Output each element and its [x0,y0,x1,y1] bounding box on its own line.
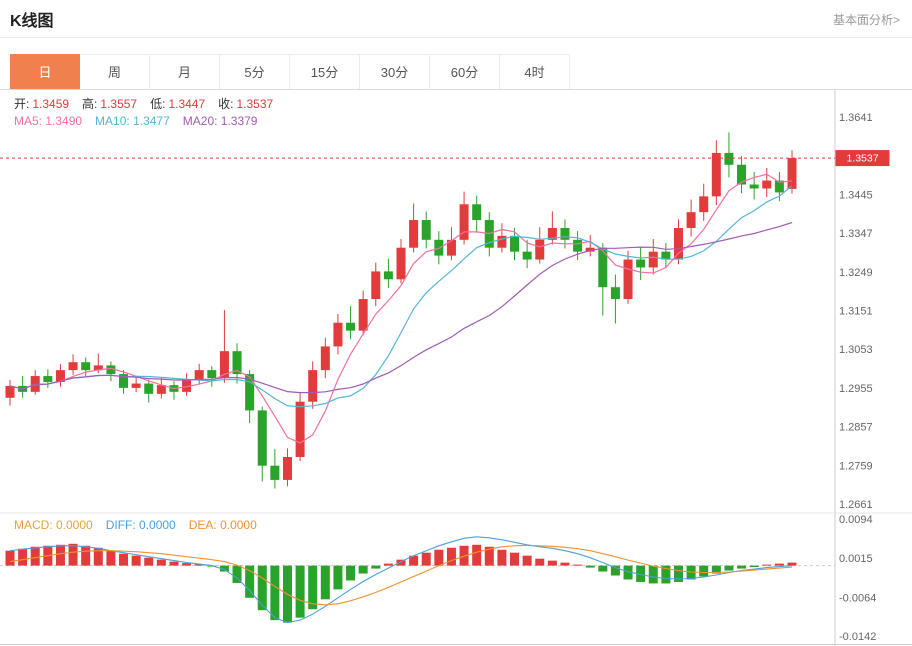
axis-labels: 1.3641 1.3445 1.3347 1.3249 1.3151 1.3053 1.29… [839,112,876,643]
tab-5min[interactable]: 5分 [220,54,290,89]
candles-layer [5,132,797,489]
diff-line [9,536,793,624]
ma10-line [9,185,793,408]
svg-text:1.2955: 1.2955 [839,383,873,395]
tab-week[interactable]: 周 [80,54,150,89]
dea-line [9,544,793,606]
svg-text:1.3151: 1.3151 [839,306,873,318]
page-title: K线图 [10,13,54,30]
svg-text:0.0094: 0.0094 [839,514,873,526]
svg-text:1.2661: 1.2661 [839,499,873,511]
tab-60min[interactable]: 60分 [430,54,500,89]
svg-text:1.3445: 1.3445 [839,189,873,201]
kline-chart[interactable]: 1.3537 1.3641 1.3445 1.3347 1.3249 1.3151 1.30… [0,90,912,646]
current-price-tag: 1.3537 [835,150,890,167]
fundamental-analysis-link[interactable]: 基本面分析> [832,12,900,27]
interval-tabs: 日 周 月 5分 15分 30分 60分 4时 [0,54,912,90]
tab-30min[interactable]: 30分 [360,54,430,89]
svg-text:0.0015: 0.0015 [839,553,873,565]
tab-4h[interactable]: 4时 [500,54,570,89]
header: K线图 基本面分析> [0,0,912,38]
tab-month[interactable]: 月 [150,54,220,89]
tab-day[interactable]: 日 [10,54,80,89]
svg-text:1.3347: 1.3347 [839,228,873,240]
chart-area: 开: 1.3459 高: 1.3557 低: 1.3447 收: 1.3537 MA5:… [0,90,912,646]
svg-text:-0.0064: -0.0064 [839,592,876,604]
svg-text:1.2759: 1.2759 [839,460,873,472]
ma20-line [9,221,793,394]
svg-text:-0.0142: -0.0142 [839,631,876,643]
ma5-line [9,173,793,444]
svg-text:1.2857: 1.2857 [839,422,873,434]
svg-text:1.3537: 1.3537 [846,153,878,165]
svg-text:1.3053: 1.3053 [839,344,873,356]
macd-histogram [5,543,797,623]
svg-text:1.3249: 1.3249 [839,267,873,279]
tab-15min[interactable]: 15分 [290,54,360,89]
svg-text:1.3641: 1.3641 [839,112,873,124]
